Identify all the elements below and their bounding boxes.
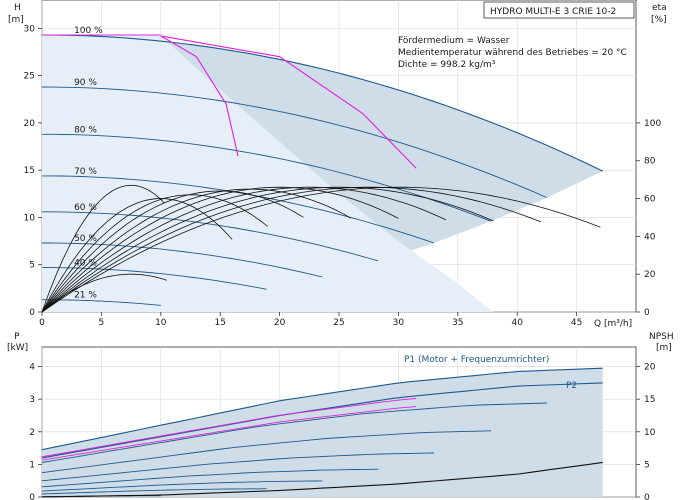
- eta-tick-label: 40: [644, 232, 656, 242]
- h-tick-label: 15: [24, 166, 35, 176]
- low-flow-area: [42, 35, 494, 312]
- h-axis-unit: [m]: [8, 15, 24, 25]
- efficiency-curve: [41, 188, 352, 313]
- x-tick-label: 45: [571, 318, 582, 328]
- power-curves: [41, 367, 603, 498]
- head-axis-ticks: 0 5 10 15 20 25 30 35 40 45 0 5 10 15 20 25 30 0 20 40 60 80 1…: [24, 24, 662, 328]
- power-speed-curve: [41, 480, 323, 492]
- head-curves: 100 % 90 % 80 % 70 % 60 % 50 % 40 % 21 %: [41, 26, 603, 306]
- npsh-curve: [41, 461, 603, 498]
- efficiency-curve: [41, 190, 304, 313]
- limit-curve: [160, 35, 417, 169]
- efficiency-curve: [41, 186, 494, 313]
- x-tick-label: 5: [99, 318, 105, 328]
- npsh-tick-label: 15: [644, 395, 655, 405]
- h-tick-label: 25: [24, 72, 35, 82]
- speed-curve: [42, 211, 379, 262]
- speed-curve: [41, 86, 548, 199]
- eta-tick-label: 60: [644, 195, 656, 205]
- npsh-axis-label: NPSH: [649, 332, 674, 342]
- p-axis-unit: [kW]: [7, 343, 28, 353]
- efficiency-curve: [41, 186, 399, 313]
- speed-curve: [42, 133, 492, 222]
- speed-curve-label: 80 %: [74, 125, 97, 135]
- eta-tick-label: 0: [644, 308, 650, 318]
- x-tick-label: 40: [511, 318, 523, 328]
- power-speed-curve: [41, 430, 492, 474]
- x-tick-label: 0: [39, 318, 45, 328]
- info-medium: Fördermedium = Wasser: [398, 36, 510, 46]
- x-tick-label: 30: [393, 318, 405, 328]
- h-tick-label: 30: [24, 24, 36, 34]
- info-density: Dichte = 998.2 kg/m³: [398, 60, 496, 70]
- speed-curve: [42, 299, 161, 306]
- speed-curve: [41, 34, 603, 172]
- eta-tick-label: 20: [644, 270, 656, 280]
- q-axis-label: Q [m³/h]: [594, 319, 632, 329]
- speed-curve-label: 70 %: [74, 167, 97, 177]
- speed-curve: [42, 267, 267, 290]
- p-tick-label: 3: [29, 395, 35, 405]
- p-tick-label: 0: [29, 493, 35, 500]
- speed-curve-label: 40 %: [74, 259, 97, 269]
- power-area: [42, 368, 603, 497]
- x-tick-label: 15: [214, 318, 225, 328]
- info-temperature: Medientemperatur während des Betriebes =…: [398, 48, 627, 58]
- x-tick-label: 35: [452, 318, 463, 328]
- p2-series-label: P2: [566, 381, 577, 391]
- p-tick-label: 2: [29, 428, 35, 438]
- speed-curve: [42, 242, 323, 278]
- p1-series-label: P1 (Motor + Frequenzumrichter): [404, 355, 549, 365]
- efficiency-curve: [41, 273, 167, 313]
- power-speed-curve: [41, 452, 435, 482]
- efficiency-curve: [41, 198, 233, 313]
- npsh-tick-label: 0: [644, 493, 650, 500]
- h-tick-label: 20: [24, 119, 36, 129]
- h-tick-label: 10: [24, 213, 36, 223]
- speed-curve-label: 50 %: [74, 234, 97, 244]
- p-tick-label: 4: [29, 363, 35, 373]
- eta-tick-label: 100: [644, 119, 661, 129]
- efficiency-curve: [41, 186, 542, 313]
- efficiency-curve: [41, 194, 268, 313]
- efficiency-curve: [41, 186, 447, 313]
- limit-curve: [160, 35, 239, 157]
- h-axis-label: H: [14, 3, 21, 13]
- p2-power-curve: [41, 382, 603, 459]
- head-area-fill: [42, 35, 603, 312]
- pump-title: HYDRO MULTI-E 3 CRIE 10-2: [490, 7, 616, 17]
- power-axis-ticks: 0 1 2 3 4 0 5 10 15 20: [29, 363, 655, 500]
- efficiency-curves: [41, 184, 601, 313]
- x-tick-label: 20: [274, 318, 286, 328]
- x-tick-label: 25: [333, 318, 344, 328]
- p-tick-label: 1: [29, 460, 35, 470]
- p-axis-label: P: [14, 332, 20, 342]
- eta-axis-unit: [%]: [651, 15, 667, 25]
- eta-axis-label: eta: [652, 3, 667, 13]
- power-speed-curve: [41, 402, 547, 463]
- power-limit-curve: [41, 398, 417, 458]
- p1-power-curve: [41, 367, 603, 451]
- npsh-tick-label: 20: [644, 363, 656, 373]
- h-tick-label: 5: [29, 261, 35, 271]
- speed-curve-label: 60 %: [74, 203, 97, 213]
- speed-curve-label: 90 %: [74, 78, 97, 88]
- efficiency-curve: [41, 184, 165, 313]
- npsh-tick-label: 5: [644, 460, 650, 470]
- npsh-tick-label: 10: [644, 428, 656, 438]
- power-area-fill: [42, 368, 603, 497]
- power-speed-curve: [41, 468, 379, 488]
- power-speed-curve: [41, 488, 267, 495]
- title-box: [483, 1, 635, 19]
- x-tick-label: 10: [155, 318, 167, 328]
- h-tick-label: 0: [29, 308, 35, 318]
- efficiency-curve: [41, 186, 601, 313]
- speed-curve-label: 100 %: [74, 26, 103, 36]
- power-limit-curve: [41, 406, 417, 461]
- eta-tick-label: 80: [644, 157, 656, 167]
- npsh-axis-unit: [m]: [656, 343, 672, 353]
- speed-curve-label: 21 %: [74, 291, 97, 301]
